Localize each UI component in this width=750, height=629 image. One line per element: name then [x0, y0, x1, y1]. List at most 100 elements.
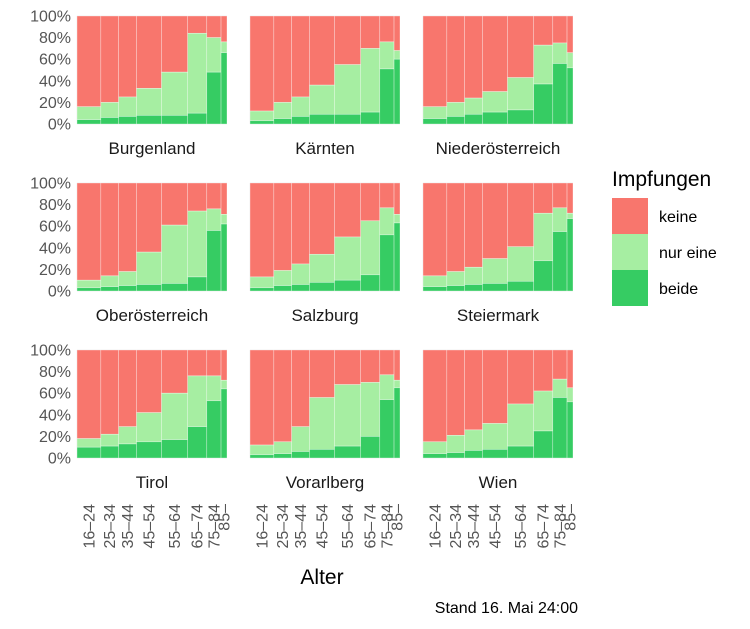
bar-nur-eine-3: [118, 426, 137, 445]
bar-keine-7: [206, 15, 222, 38]
facet-salzburg: Salzburg: [249, 182, 401, 325]
bar-keine-7: [206, 182, 222, 210]
bar-beide-6: [533, 430, 554, 459]
bar-beide-7: [206, 71, 222, 125]
bar-keine-6: [533, 349, 554, 392]
bar-nur-eine-4: [136, 88, 162, 116]
bar-keine-7: [552, 182, 568, 209]
bar-keine-6: [360, 349, 381, 383]
bar-nur-eine-6: [360, 382, 381, 437]
x-tick-label: 55–64: [167, 504, 184, 549]
bar-beide-3: [291, 116, 310, 125]
bar-keine-4: [482, 182, 508, 259]
bar-nur-eine-3: [464, 429, 483, 451]
facet-label: Kärnten: [295, 139, 355, 158]
bar-nur-eine-1: [249, 276, 275, 289]
bar-nur-eine-5: [161, 392, 189, 440]
bar-nur-eine-6: [187, 32, 208, 114]
bar-keine-2: [446, 182, 465, 272]
legend-key-keine: [612, 198, 648, 234]
bar-nur-eine-3: [118, 271, 137, 286]
bar-keine-7: [552, 15, 568, 44]
y-tick-label: 60%: [39, 52, 71, 69]
bar-keine-4: [309, 15, 335, 86]
facet-label: Niederösterreich: [436, 139, 561, 158]
bar-beide-1: [249, 120, 275, 125]
bar-keine-8: [220, 15, 228, 43]
bar-keine-5: [334, 349, 362, 385]
bar-keine-8: [220, 349, 228, 381]
bar-beide-3: [291, 284, 310, 292]
bar-keine-3: [118, 182, 137, 272]
bar-beide-5: [507, 109, 535, 125]
x-tick-label: 16–24: [81, 504, 98, 549]
bar-beide-4: [482, 111, 508, 125]
bar-beide-1: [249, 454, 275, 459]
bar-beide-6: [187, 426, 208, 459]
bar-nur-eine-2: [100, 102, 119, 118]
bar-nur-eine-5: [161, 224, 189, 284]
bar-nur-eine-7: [206, 375, 222, 402]
legend-key-beide: [612, 270, 648, 306]
facet-panels: 0% 20% 40% 60% 80% 100% Burgenland Kärnten Niede…: [30, 9, 579, 549]
bar-beide-7: [552, 231, 568, 292]
bar-nur-eine-4: [482, 258, 508, 284]
y-tick-label: 60%: [39, 386, 71, 403]
bar-nur-eine-4: [482, 91, 508, 113]
bar-beide-5: [161, 283, 189, 292]
bar-nur-eine-5: [334, 236, 362, 281]
bar-keine-1: [249, 349, 275, 446]
bar-nur-eine-6: [360, 48, 381, 113]
bar-keine-8: [220, 182, 228, 215]
bar-keine-1: [249, 182, 275, 278]
bar-keine-5: [507, 182, 535, 248]
bar-beide-5: [334, 279, 362, 292]
bar-beide-1: [76, 119, 102, 125]
bar-nur-eine-2: [446, 271, 465, 286]
bar-keine-1: [249, 15, 275, 112]
bar-beide-2: [446, 452, 465, 459]
bar-nur-eine-8: [220, 214, 228, 225]
bar-nur-eine-1: [422, 106, 448, 119]
bar-nur-eine-7: [206, 208, 222, 231]
bar-nur-eine-8: [566, 387, 574, 403]
bar-keine-3: [464, 15, 483, 99]
bar-beide-4: [482, 283, 508, 292]
bar-keine-8: [566, 349, 574, 389]
facet-steiermark: Steiermark: [422, 182, 574, 325]
bar-keine-8: [393, 182, 401, 215]
bar-keine-6: [360, 182, 381, 222]
y-tick-label: 0%: [48, 451, 71, 468]
bar-keine-2: [273, 349, 292, 443]
bar-keine-7: [379, 349, 395, 376]
bar-keine-4: [482, 15, 508, 92]
bar-nur-eine-4: [309, 253, 335, 283]
facet-kaernten: Kärnten: [249, 15, 401, 158]
bar-beide-3: [464, 113, 483, 125]
facet-label: Burgenland: [109, 139, 196, 158]
bar-keine-4: [136, 15, 162, 89]
bar-keine-6: [187, 15, 208, 34]
bar-nur-eine-4: [136, 412, 162, 443]
x-tick-label: 75–84: [379, 504, 396, 549]
bar-keine-5: [161, 15, 189, 73]
bar-keine-6: [533, 15, 554, 46]
y-tick-label: 60%: [39, 219, 71, 236]
bar-nur-eine-7: [379, 41, 395, 70]
bar-beide-2: [273, 285, 292, 292]
bar-beide-3: [464, 450, 483, 459]
legend-label: beide: [659, 281, 698, 298]
bar-nur-eine-7: [206, 37, 222, 73]
y-tick-label: 100%: [30, 343, 71, 360]
facet-label: Salzburg: [291, 306, 358, 325]
bar-nur-eine-7: [552, 207, 568, 232]
facet-label: Steiermark: [457, 306, 540, 325]
bar-beide-3: [464, 284, 483, 292]
bar-keine-2: [100, 349, 119, 435]
bar-keine-5: [334, 15, 362, 65]
bar-beide-2: [273, 453, 292, 459]
bar-keine-8: [393, 15, 401, 51]
bar-beide-8: [220, 223, 228, 292]
facet-label: Wien: [479, 473, 518, 492]
